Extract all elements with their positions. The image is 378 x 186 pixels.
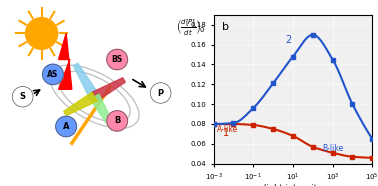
Circle shape: [107, 49, 128, 70]
Text: $\left(\frac{d[P]}{dt}\right)_{\!0}$: $\left(\frac{d[P]}{dt}\right)_{\!0}$: [176, 17, 206, 37]
Polygon shape: [64, 92, 97, 116]
Circle shape: [107, 111, 128, 131]
Circle shape: [26, 18, 58, 49]
Polygon shape: [92, 78, 125, 101]
Text: 1: 1: [223, 128, 229, 138]
Text: A: A: [63, 122, 70, 131]
Text: B-like: B-like: [322, 144, 344, 153]
Text: AS: AS: [47, 70, 59, 79]
Text: b: b: [222, 22, 229, 32]
Polygon shape: [73, 63, 99, 99]
X-axis label: light intensity: light intensity: [264, 184, 322, 186]
Polygon shape: [90, 94, 116, 130]
Text: 2: 2: [285, 35, 291, 45]
FancyArrowPatch shape: [67, 77, 92, 97]
Text: BS: BS: [112, 55, 123, 64]
Circle shape: [12, 86, 33, 107]
Text: A-like: A-like: [217, 125, 238, 134]
Circle shape: [150, 83, 171, 103]
Text: P: P: [158, 89, 164, 97]
Text: B: B: [114, 116, 120, 125]
Polygon shape: [59, 33, 72, 89]
Circle shape: [56, 116, 77, 137]
Circle shape: [42, 64, 64, 85]
Text: S: S: [20, 92, 26, 101]
